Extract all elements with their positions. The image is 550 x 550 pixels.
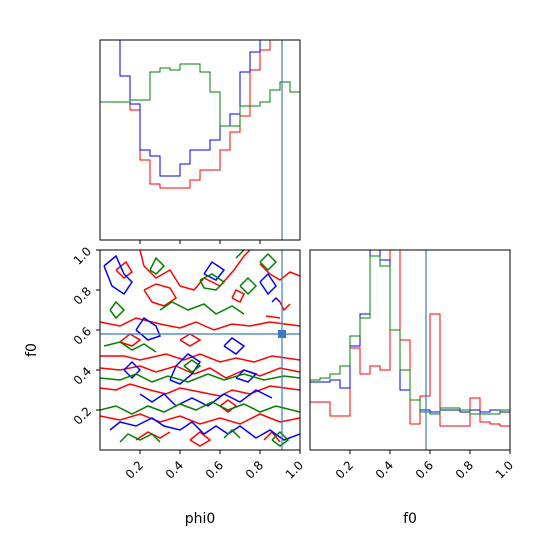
hist-f0-red-series xyxy=(309,249,511,450)
f0-y-tick-label-1: 0.4 xyxy=(71,364,94,387)
contour-panel: 0.2 0.4 0.6 0.8 1.0 0.2 0.4 0.6 0.8 1.0 phi0 f0 xyxy=(24,244,306,527)
contour-green-line-10 xyxy=(183,359,202,373)
contour-red-line-14 xyxy=(179,333,202,347)
f0-x-tick-label-0: 0.2 xyxy=(333,458,356,481)
contour-red-line-7 xyxy=(259,263,300,281)
contour-green-line-8 xyxy=(109,300,126,320)
contour-red-line-1 xyxy=(100,353,300,363)
contour-red-line-2 xyxy=(100,383,300,397)
contour-red-line-15 xyxy=(265,315,281,319)
truth-crosshair xyxy=(100,250,300,450)
contour-red-line-5 xyxy=(139,250,251,291)
contour-green-line-4 xyxy=(199,273,226,291)
contour-blue-line-2 xyxy=(169,353,202,385)
contour-blue-line-3 xyxy=(109,417,300,441)
contour-blue-line-7 xyxy=(203,260,226,281)
contour-frame xyxy=(99,249,301,451)
contour-red-line-12 xyxy=(219,399,238,413)
contour-red-line-4 xyxy=(100,413,300,425)
contour-green-line-12 xyxy=(223,428,241,439)
hist-phi0-panel xyxy=(99,39,301,244)
phi0-x-tick-label-3: 0.8 xyxy=(243,458,266,481)
x-axis-label-f0: f0 xyxy=(403,511,417,527)
contour-green-line-0 xyxy=(100,401,300,415)
hist-f0-panel: 0.2 0.4 0.6 0.8 1.0 f0 xyxy=(309,249,516,527)
hist-phi0-green-series xyxy=(99,63,301,240)
f0-x-tick-label-3: 0.8 xyxy=(453,458,476,481)
contour-blue-line-8 xyxy=(123,360,142,380)
contour-x-ticks: 0.2 0.4 0.6 0.8 1.0 xyxy=(123,450,306,482)
hist-phi0-frame xyxy=(99,39,301,241)
contour-red-line-9 xyxy=(189,431,212,447)
contour-blue-line-0 xyxy=(103,254,133,296)
contour-red-line-13 xyxy=(119,333,142,347)
y-axis-label-f0: f0 xyxy=(24,343,40,357)
f0-x-tick-label-4: 1.0 xyxy=(493,458,516,481)
hist-f0-series xyxy=(309,249,511,450)
phi0-x-tick-label-0: 0.2 xyxy=(123,458,146,481)
x-axis-label-phi0: phi0 xyxy=(185,511,216,527)
contour-green-line-1 xyxy=(100,373,300,383)
contour-green-line-13 xyxy=(235,250,245,259)
contour-green-line-9 xyxy=(119,433,161,443)
contour-green-line-11 xyxy=(271,430,290,447)
contour-blue-line-4 xyxy=(139,389,273,407)
phi0-x-tick-label-1: 0.4 xyxy=(163,458,186,481)
contour-green-line-2 xyxy=(103,341,157,353)
contour-blue-line-5 xyxy=(223,337,246,355)
hist-phi0-blue-series xyxy=(99,39,301,240)
hist-phi0-ticks xyxy=(139,240,261,244)
contour-red-line-16 xyxy=(231,288,246,304)
f0-y-tick-label-0: 0.2 xyxy=(71,404,94,427)
f0-x-tick-label-2: 0.6 xyxy=(413,458,436,481)
contour-green-line-5 xyxy=(149,256,166,275)
contour-blue-line-9 xyxy=(235,369,258,383)
hist-f0-x-ticks: 0.2 0.4 0.6 0.8 1.0 xyxy=(333,450,516,482)
phi0-x-tick-label-4: 1.0 xyxy=(283,458,306,481)
f0-y-tick-label-2: 0.6 xyxy=(71,324,94,347)
contour-blue-line-6 xyxy=(259,272,277,296)
contour-series xyxy=(100,250,300,447)
hist-f0-frame xyxy=(309,249,511,451)
contour-blue-line-1 xyxy=(135,316,161,341)
contour-green-line-6 xyxy=(259,252,278,272)
contour-red-line-6 xyxy=(143,283,178,307)
contour-green-line-3 xyxy=(159,301,245,315)
f0-y-tick-label-4: 1.0 xyxy=(71,244,94,267)
phi0-x-tick-label-2: 0.6 xyxy=(203,458,226,481)
contour-green-line-7 xyxy=(239,276,258,296)
contour-red-line-8 xyxy=(115,260,133,279)
contour-red-line-3 xyxy=(100,317,300,331)
contour-blue-line-10 xyxy=(271,296,281,303)
contour-y-ticks: 0.2 0.4 0.6 0.8 1.0 xyxy=(71,244,100,428)
f0-y-tick-label-3: 0.8 xyxy=(71,284,94,307)
hist-f0-green-series xyxy=(309,255,511,450)
hist-phi0-series xyxy=(99,39,301,240)
contour-red-line-17 xyxy=(279,301,291,312)
truth-marker xyxy=(278,330,286,338)
f0-x-tick-label-1: 0.4 xyxy=(373,458,396,481)
